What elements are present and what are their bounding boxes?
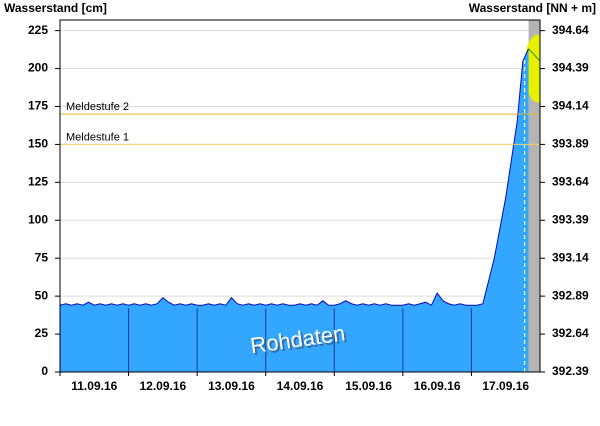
y2-tick-label: 394.64 xyxy=(552,23,589,37)
y2-tick-label: 393.14 xyxy=(552,250,589,264)
y2-tick-label: 394.14 xyxy=(552,99,589,113)
y2-tick-label: 393.64 xyxy=(552,175,589,189)
y2-tick-label: 392.64 xyxy=(552,326,589,340)
y-tick-label: 175 xyxy=(28,99,48,113)
x-tick-label: 15.09.16 xyxy=(345,379,392,393)
x-tick-label: 11.09.16 xyxy=(71,379,117,393)
y2-tick-label: 393.39 xyxy=(552,212,589,226)
threshold-label: Meldestufe 2 xyxy=(66,101,129,113)
y-axis-title: Wasserstand [cm] xyxy=(4,1,107,15)
forecast-region xyxy=(528,20,540,372)
series xyxy=(60,20,540,372)
x-tick-label: 14.09.16 xyxy=(277,379,324,393)
y2-axis-title: Wasserstand [NN + m] xyxy=(469,1,596,15)
y2-tick-label: 392.89 xyxy=(552,288,589,302)
plot-frame xyxy=(59,19,541,373)
line xyxy=(60,48,530,306)
area xyxy=(60,48,529,372)
threshold-label: Meldestufe 1 xyxy=(66,131,129,143)
y-tick-label: 150 xyxy=(28,137,48,151)
forecast-line xyxy=(528,48,540,62)
x-tick-label: 16.09.16 xyxy=(414,379,461,393)
y-tick-label: 100 xyxy=(28,212,48,226)
x-tick-label: 17.09.16 xyxy=(482,379,529,393)
y-tick-label: 50 xyxy=(35,288,49,302)
y2-tick-label: 393.89 xyxy=(552,137,589,151)
y-tick-label: 200 xyxy=(28,61,48,75)
y2-tick-label: 394.39 xyxy=(552,61,589,75)
y-tick-label: 225 xyxy=(28,23,48,37)
y-tick-label: 75 xyxy=(35,250,49,264)
y2-tick-label: 392.39 xyxy=(552,364,589,378)
y-tick-label: 0 xyxy=(41,364,48,378)
x-tick-label: 12.09.16 xyxy=(139,379,186,393)
y-tick-label: 25 xyxy=(35,326,49,340)
y-tick-label: 125 xyxy=(28,175,48,189)
x-tick-label: 13.09.16 xyxy=(208,379,255,393)
